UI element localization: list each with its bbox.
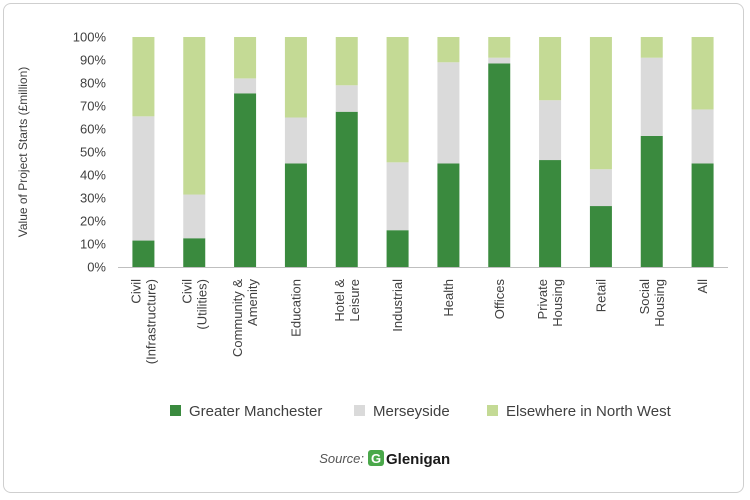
x-tick-label: (Infrastructure)	[143, 279, 158, 364]
bar-segment	[437, 163, 460, 267]
glenigan-logo-icon: G	[368, 450, 384, 466]
bar-segment	[691, 37, 714, 110]
legend-item: Greater Manchester	[170, 403, 322, 420]
bar-segment	[335, 111, 358, 267]
x-tick-label: Health	[441, 279, 456, 317]
bar-segment	[386, 230, 409, 267]
bar-segment	[234, 93, 257, 267]
bar-segment	[640, 135, 663, 267]
y-tick-label: 90%	[80, 53, 106, 68]
bar-segment	[691, 109, 714, 164]
x-tick-label: Offices	[492, 279, 507, 320]
y-tick-label: 20%	[80, 214, 106, 229]
y-tick-label: 80%	[80, 76, 106, 91]
bar-segment	[386, 37, 409, 163]
x-axis-labels: Civil (Infrastructure) Civil (Utilities) Com…	[128, 279, 710, 365]
legend-item: Elsewhere in North West	[487, 403, 672, 420]
x-tick-label: Housing	[550, 279, 565, 327]
bar-segment	[437, 37, 460, 63]
bar-segment	[284, 163, 307, 267]
source-label: Source:	[319, 451, 364, 466]
bar-segment	[183, 37, 206, 195]
legend-item: Merseyside	[354, 403, 450, 420]
x-tick-label: All	[695, 279, 710, 294]
legend: Greater Manchester Merseyside Elsewhere in…	[170, 403, 672, 420]
bar-segment	[183, 238, 206, 267]
y-tick-label: 70%	[80, 99, 106, 114]
bar-segment	[691, 163, 714, 267]
bars	[132, 37, 714, 268]
legend-swatch	[487, 405, 498, 416]
bar-segment	[488, 37, 511, 58]
bar-segment	[640, 57, 663, 136]
y-axis-title-text: Value of Project Starts (£million)	[16, 67, 30, 238]
bar-segment	[386, 162, 409, 231]
bar-segment	[335, 85, 358, 112]
x-tick-label: Civil	[128, 279, 143, 304]
bar-segment	[640, 37, 663, 58]
x-tick-label: Education	[288, 279, 303, 337]
bar-segment	[539, 160, 562, 267]
bar-segment	[284, 117, 307, 164]
glenigan-logo-mark: G	[371, 451, 381, 466]
y-axis-title: Value of Project Starts (£million)	[16, 67, 30, 238]
y-tick-label: 40%	[80, 168, 106, 183]
x-tick-label: Leisure	[347, 279, 362, 322]
bar-segment	[284, 37, 307, 118]
bar-segment	[132, 240, 155, 267]
glenigan-brand-name: Glenigan	[386, 451, 450, 468]
bar-segment	[589, 37, 612, 170]
legend-label: Elsewhere in North West	[506, 403, 672, 420]
bar-segment	[132, 116, 155, 241]
bar-segment	[234, 78, 257, 94]
x-tick-label: Private	[535, 279, 550, 319]
x-tick-label: Social	[637, 279, 652, 315]
source-line: Source: G Glenigan	[319, 450, 450, 468]
bar-segment	[335, 37, 358, 86]
legend-label: Merseyside	[373, 403, 450, 420]
bar-segment	[132, 37, 155, 117]
y-tick-label: 100%	[73, 30, 107, 45]
y-tick-label: 30%	[80, 191, 106, 206]
legend-label: Greater Manchester	[189, 403, 322, 420]
bar-segment	[234, 37, 257, 79]
x-tick-label: Community &	[230, 279, 245, 357]
legend-swatch	[354, 405, 365, 416]
bar-segment	[488, 63, 511, 268]
bar-segment	[589, 169, 612, 207]
y-tick-label: 60%	[80, 122, 106, 137]
x-tick-label: Civil	[179, 279, 194, 304]
x-tick-label: Housing	[652, 279, 667, 327]
bar-segment	[539, 100, 562, 161]
x-tick-label: Hotel &	[332, 279, 347, 322]
bar-segment	[539, 37, 562, 101]
bar-segment	[437, 62, 460, 164]
y-tick-label: 10%	[80, 237, 106, 252]
y-axis-ticks: 0% 10% 20% 30% 40% 50% 60% 70% 80% 90% 100%	[73, 30, 107, 275]
bar-segment	[183, 194, 206, 239]
bar-segment	[488, 57, 511, 64]
y-tick-label: 0%	[87, 260, 106, 275]
x-tick-label: Retail	[593, 279, 608, 312]
x-tick-label: Amenity	[245, 279, 260, 326]
legend-swatch	[170, 405, 181, 416]
y-tick-label: 50%	[80, 145, 106, 160]
chart-frame	[3, 3, 744, 493]
x-tick-label: Industrial	[390, 279, 405, 332]
x-tick-label: (Utilities)	[194, 279, 209, 330]
bar-segment	[589, 206, 612, 267]
